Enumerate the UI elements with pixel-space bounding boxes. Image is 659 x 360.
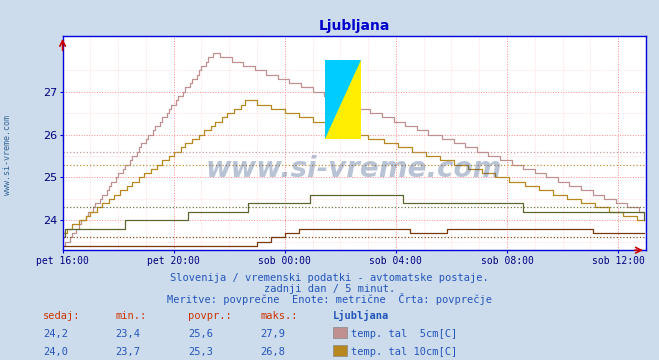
Text: maks.:: maks.: <box>260 311 298 321</box>
Text: 23,7: 23,7 <box>115 347 140 357</box>
Text: povpr.:: povpr.: <box>188 311 231 321</box>
Text: 24,2: 24,2 <box>43 329 68 339</box>
Text: www.si-vreme.com: www.si-vreme.com <box>206 155 502 183</box>
Text: Meritve: povprečne  Enote: metrične  Črta: povprečje: Meritve: povprečne Enote: metrične Črta:… <box>167 293 492 305</box>
Text: sedaj:: sedaj: <box>43 311 80 321</box>
Text: Slovenija / vremenski podatki - avtomatske postaje.: Slovenija / vremenski podatki - avtomats… <box>170 273 489 283</box>
Text: 25,3: 25,3 <box>188 347 213 357</box>
Text: 25,6: 25,6 <box>188 329 213 339</box>
Text: 26,8: 26,8 <box>260 347 285 357</box>
Text: zadnji dan / 5 minut.: zadnji dan / 5 minut. <box>264 284 395 294</box>
Title: Ljubljana: Ljubljana <box>318 19 390 33</box>
Polygon shape <box>343 60 361 139</box>
Text: 23,4: 23,4 <box>115 329 140 339</box>
Polygon shape <box>325 60 361 139</box>
Polygon shape <box>325 60 343 139</box>
Text: www.si-vreme.com: www.si-vreme.com <box>3 115 13 195</box>
Text: min.:: min.: <box>115 311 146 321</box>
Text: temp. tal 10cm[C]: temp. tal 10cm[C] <box>351 347 457 357</box>
Polygon shape <box>325 60 361 139</box>
Text: Ljubljana: Ljubljana <box>333 310 389 321</box>
Text: temp. tal  5cm[C]: temp. tal 5cm[C] <box>351 329 457 339</box>
Text: 24,0: 24,0 <box>43 347 68 357</box>
Text: 27,9: 27,9 <box>260 329 285 339</box>
